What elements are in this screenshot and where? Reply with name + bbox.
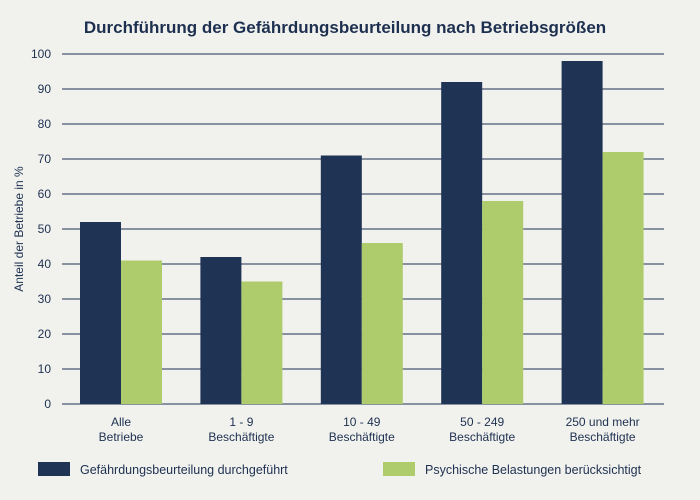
y-tick-label: 70 (38, 152, 52, 166)
category-label-line: 250 und mehr (566, 415, 640, 429)
category-label-line: Beschäftigte (208, 430, 274, 444)
y-tick-label: 50 (38, 222, 52, 236)
legend-label: Gefährdungsbeurteilung durchgeführt (80, 463, 288, 477)
category-label: Alle Betriebe (99, 415, 144, 444)
category-label: 10 - 49 Beschäftigte (329, 415, 395, 444)
bars (80, 61, 644, 404)
y-tick-label: 90 (38, 82, 52, 96)
bar-gefaehrdungsbeurteilung (320, 155, 362, 404)
bar-psychische-belastungen (361, 243, 403, 404)
bar-gefaehrdungsbeurteilung (80, 222, 121, 404)
bar-psychische-belastungen (241, 281, 283, 404)
y-tick-label: 0 (44, 397, 51, 411)
category-label-line: Beschäftigte (449, 430, 515, 444)
bar-psychische-belastungen (482, 201, 524, 404)
bar-gefaehrdungsbeurteilung (561, 61, 603, 404)
legend-label: Psychische Belastungen berücksichtigt (425, 463, 642, 477)
y-tick-label: 10 (38, 362, 52, 376)
y-tick-label: 80 (38, 117, 52, 131)
y-tick-label: 60 (38, 187, 52, 201)
bar-gefaehrdungsbeurteilung (441, 82, 483, 404)
category-label: 50 - 249 Beschäftigte (449, 415, 515, 444)
category-label-line: 1 - 9 (229, 415, 253, 429)
chart-title: Durchführung der Gefährdungsbeurteilung … (84, 18, 606, 37)
legend-swatch (38, 462, 70, 476)
y-tick-label: 100 (31, 47, 51, 61)
bar-gefaehrdungsbeurteilung (200, 257, 242, 404)
y-tick-label: 30 (38, 292, 52, 306)
category-label: 250 und mehr Beschäftigte (566, 415, 640, 444)
category-label-line: 10 - 49 (343, 415, 381, 429)
category-label-line: Beschäftigte (329, 430, 395, 444)
category-label-line: Alle (111, 415, 131, 429)
category-label-line: 50 - 249 (460, 415, 504, 429)
bar-psychische-belastungen (121, 260, 162, 404)
category-label-line: Betriebe (99, 430, 144, 444)
category-label: 1 - 9 Beschäftigte (208, 415, 274, 444)
y-tick-labels: 0 10 20 30 40 50 60 70 80 90 100 (31, 47, 51, 411)
y-tick-label: 40 (38, 257, 52, 271)
legend-swatch (383, 462, 415, 476)
y-axis-label: Anteil der Betriebe in % (12, 166, 26, 292)
legend: Gefährdungsbeurteilung durchgeführt Psych… (38, 462, 642, 477)
bar-psychische-belastungen (602, 152, 644, 404)
category-label-line: Beschäftigte (570, 430, 636, 444)
y-tick-label: 20 (38, 327, 52, 341)
